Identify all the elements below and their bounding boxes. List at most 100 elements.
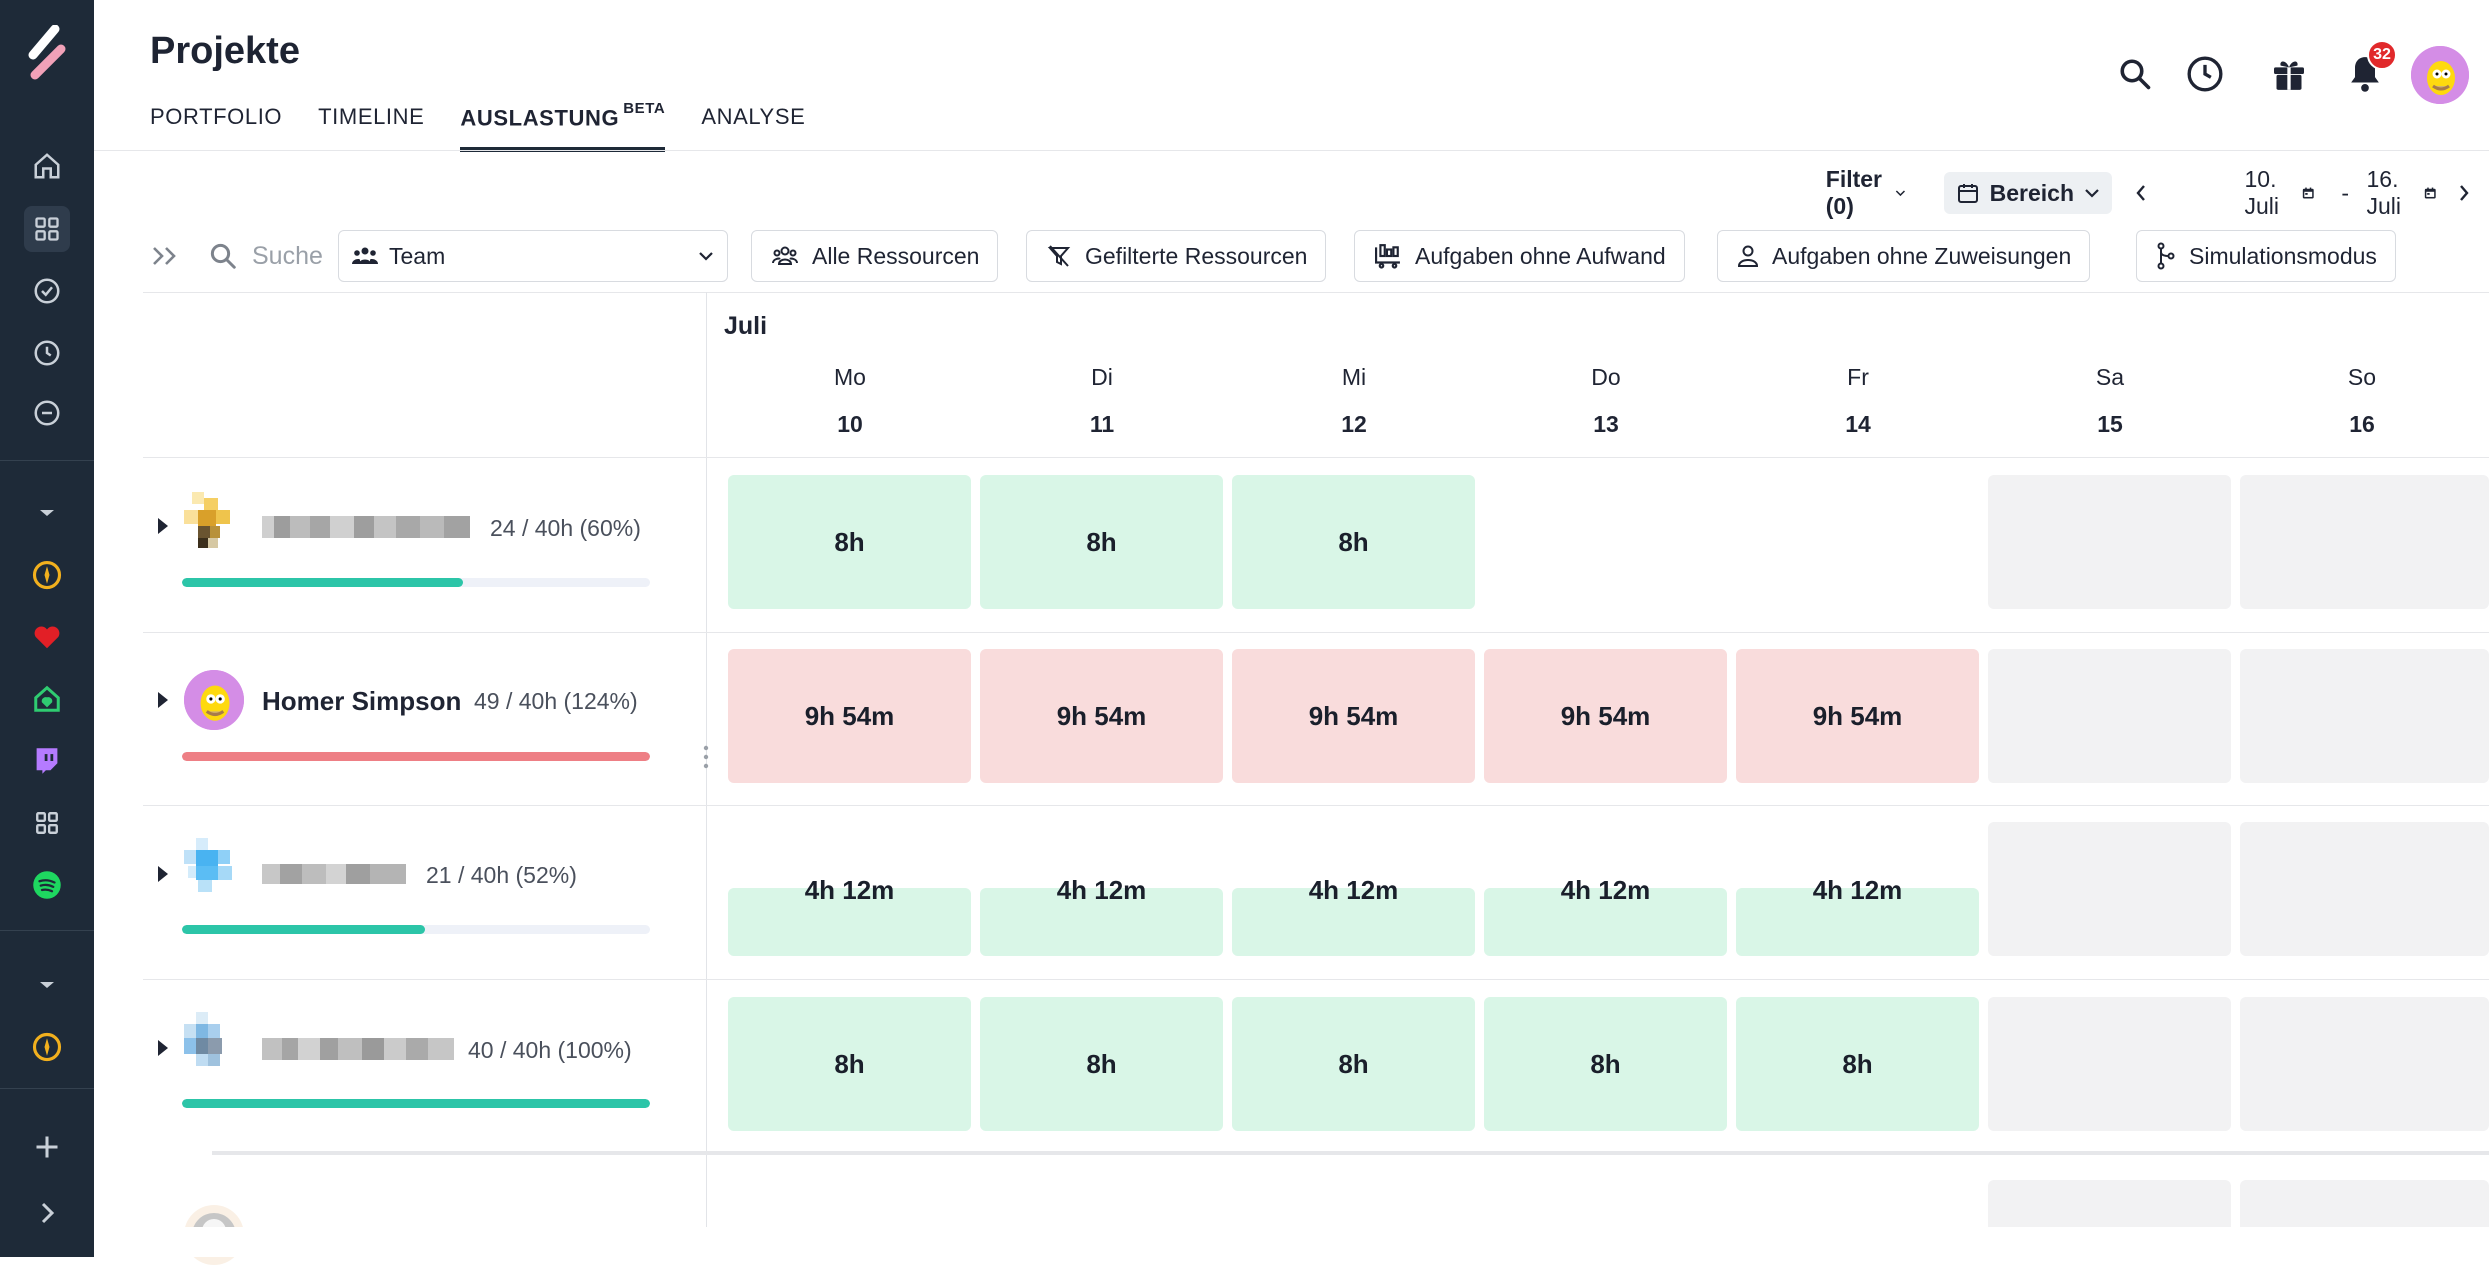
tab-analyse[interactable]: ANALYSE — [701, 96, 805, 152]
day-date: 15 — [2097, 411, 2123, 437]
workload-cell[interactable]: 8h — [1232, 475, 1475, 609]
tab-label: PORTFOLIO — [150, 104, 283, 129]
button-label: Aufgaben ohne Aufwand — [1415, 242, 1666, 269]
weekend-cell — [1988, 649, 2231, 783]
all-resources-button[interactable]: Alle Ressourcen — [751, 230, 999, 282]
beta-badge: BETA — [623, 100, 666, 117]
utilization-bar — [182, 1099, 650, 1108]
tab-timeline[interactable]: TIMELINE — [318, 96, 424, 152]
workload-value: 4h 12m — [1812, 874, 1903, 905]
expand-row-icon[interactable] — [158, 518, 168, 534]
home-icon[interactable] — [24, 143, 70, 189]
expand-sidebar-icon[interactable] — [24, 1190, 70, 1236]
user-avatar[interactable] — [2411, 46, 2469, 104]
button-label: Gefilterte Ressourcen — [1085, 242, 1308, 269]
space-jedi-icon[interactable] — [24, 552, 70, 598]
chevron-left-icon — [2136, 185, 2145, 201]
month-label: Juli — [724, 312, 768, 340]
tasks-without-assignments-button[interactable]: Aufgaben ohne Zuweisungen — [1717, 230, 2091, 282]
workload-cell[interactable] — [980, 888, 1223, 956]
workload-cell[interactable]: 9h 54m — [1736, 649, 1979, 783]
search-icon[interactable] — [2111, 50, 2159, 98]
weekend-cell — [2240, 475, 2489, 609]
filter-dropdown[interactable]: Filter (0) — [1826, 166, 1906, 219]
space-twitch-icon[interactable] — [24, 738, 70, 784]
resource-toolbar: Suche Team Alle Ressourcen Gefilterte Re… — [140, 230, 2489, 282]
day-header: Mi 12 — [1232, 364, 1476, 438]
absence-icon[interactable] — [24, 390, 70, 436]
workload-cell[interactable]: 9h 54m — [1484, 649, 1727, 783]
day-name: Sa — [2095, 364, 2125, 390]
space-grid-icon[interactable] — [24, 800, 70, 846]
space-home-heart-icon[interactable] — [24, 676, 70, 722]
tab-label: ANALYSE — [701, 104, 806, 129]
workload-cell[interactable]: 9h 54m — [728, 649, 971, 783]
workload-cell[interactable]: 8h — [728, 997, 971, 1131]
gift-icon[interactable] — [2265, 50, 2313, 98]
team-icon — [352, 247, 378, 264]
workload-cell[interactable]: 9h 54m — [1232, 649, 1475, 783]
workload-cell[interactable] — [1736, 888, 1979, 956]
tab-auslastung[interactable]: AUSLASTUNG BETA — [460, 96, 666, 152]
filtered-resources-button[interactable]: Gefilterte Ressourcen — [1026, 230, 1327, 282]
calendar-icon — [2424, 187, 2436, 199]
day-name: Di — [1091, 364, 1113, 390]
time-tracking-icon[interactable] — [24, 330, 70, 376]
calendar-icon — [1957, 184, 1978, 203]
expand-row-icon[interactable] — [158, 1040, 168, 1056]
expand-row-icon[interactable] — [158, 866, 168, 882]
collapse-favorites-icon[interactable] — [24, 490, 70, 536]
task-list-icon — [1375, 244, 1400, 269]
app-logo-icon[interactable] — [24, 25, 70, 80]
avatar — [184, 838, 246, 900]
app-sidebar — [0, 0, 94, 1257]
add-icon[interactable] — [24, 1124, 70, 1170]
resource-load: 21 / 40h (52%) — [426, 862, 577, 888]
date-from-field[interactable]: 10. Juli — [2245, 166, 2316, 219]
workload-cell[interactable]: 8h — [980, 997, 1223, 1131]
expand-all-icon[interactable] — [150, 230, 182, 282]
tasks-without-effort-button[interactable]: Aufgaben ohne Aufwand — [1354, 230, 1685, 282]
workload-cell[interactable] — [728, 888, 971, 956]
workload-cell[interactable]: 8h — [1736, 997, 1979, 1131]
workload-cell[interactable] — [1484, 888, 1727, 956]
day-name: Mo — [834, 364, 866, 390]
date-separator: - — [2341, 179, 2349, 206]
range-mode-dropdown[interactable]: Bereich — [1943, 172, 2112, 214]
space-jedi-icon-2[interactable] — [24, 1024, 70, 1070]
collapse-spaces-icon[interactable] — [24, 962, 70, 1008]
expand-row-icon[interactable] — [158, 692, 168, 708]
date-to-field[interactable]: 16. Juli — [2367, 166, 2438, 219]
notifications-bell-icon[interactable]: 32 — [2341, 40, 2397, 98]
group-by-select[interactable]: Team — [338, 230, 728, 282]
search-box[interactable]: Suche — [208, 230, 464, 282]
space-heart-icon[interactable] — [24, 614, 70, 660]
workload-cell[interactable]: 8h — [728, 475, 971, 609]
workload-cell[interactable]: 8h — [1484, 997, 1727, 1131]
group-select-value: Team — [389, 242, 446, 269]
tasks-check-icon[interactable] — [24, 268, 70, 314]
workload-value: 4h 12m — [804, 874, 895, 905]
resource-load: 40 / 40h (100%) — [468, 1037, 632, 1063]
workload-cell[interactable]: 8h — [980, 475, 1223, 609]
search-input[interactable]: Suche — [252, 241, 323, 270]
column-resize-handle-icon[interactable] — [702, 744, 710, 772]
simulation-mode-button[interactable]: Simulationsmodus — [2136, 230, 2396, 282]
workload-cell[interactable]: 8h — [1232, 997, 1475, 1131]
search-icon — [210, 243, 236, 269]
workload-cell[interactable]: 9h 54m — [980, 649, 1223, 783]
timer-icon[interactable] — [2181, 50, 2229, 98]
workload-cell[interactable] — [1232, 888, 1475, 956]
workload-value: 4h 12m — [1308, 874, 1399, 905]
prev-week-button[interactable] — [2134, 172, 2148, 214]
weekend-cell — [1988, 822, 2231, 956]
space-spotify-icon[interactable] — [24, 862, 70, 908]
day-header: Do 13 — [1484, 364, 1728, 438]
view-tabs: PORTFOLIO TIMELINE AUSLASTUNG BETA ANALYS… — [150, 96, 841, 152]
tab-portfolio[interactable]: PORTFOLIO — [150, 96, 282, 152]
next-week-button[interactable] — [2457, 172, 2471, 214]
weekend-cell — [1988, 475, 2231, 609]
weekend-cell — [1988, 997, 2231, 1131]
weekend-cell — [2240, 649, 2489, 783]
projects-grid-icon[interactable] — [24, 206, 70, 252]
